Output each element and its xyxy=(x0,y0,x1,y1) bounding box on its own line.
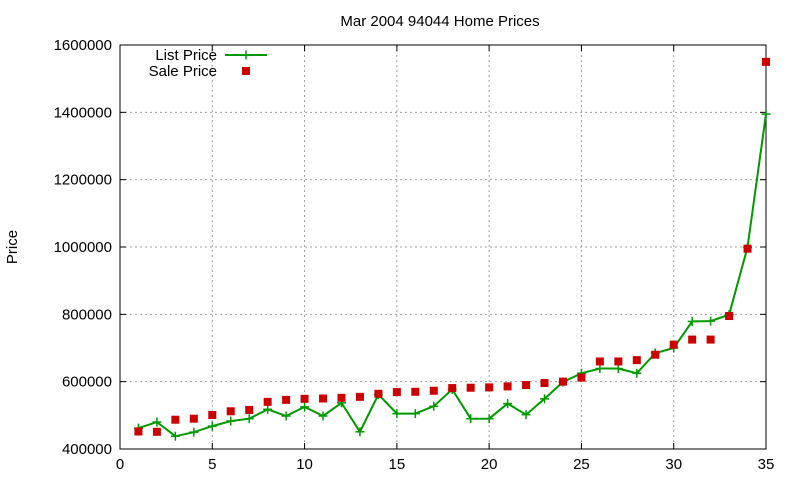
sale-price-point xyxy=(300,394,309,403)
sale-price-point xyxy=(337,393,346,402)
y-axis-label: Price xyxy=(4,230,21,264)
grid-layer xyxy=(120,45,766,449)
legend-square-swatch xyxy=(242,67,250,75)
x-tick-label: 35 xyxy=(758,456,775,473)
list-price-point xyxy=(410,409,420,419)
list-price-point xyxy=(207,421,217,431)
list-price-point xyxy=(761,109,771,119)
sale-price-point xyxy=(226,407,235,416)
sale-price-point xyxy=(485,383,494,392)
y-tick-label: 1400000 xyxy=(54,104,112,121)
list-price-point xyxy=(189,427,199,437)
sale-price-point xyxy=(374,389,383,398)
sale-price-point xyxy=(614,357,623,366)
sale-price-point xyxy=(282,395,291,404)
list-price-point xyxy=(466,414,476,424)
list-price-point xyxy=(503,399,513,409)
sale-price-point xyxy=(355,392,364,401)
sale-price-point xyxy=(540,379,549,388)
sale-price-point xyxy=(595,357,604,366)
y-tick-label: 1200000 xyxy=(54,172,112,189)
sale-price-point xyxy=(448,384,457,393)
x-tick-label: 5 xyxy=(208,456,216,473)
x-tick-label: 15 xyxy=(389,456,406,473)
list-price-point xyxy=(226,416,236,426)
sale-price-point xyxy=(706,335,715,344)
list-price-point xyxy=(632,368,642,378)
sale-price-point xyxy=(762,57,770,66)
y-tick-label: 1600000 xyxy=(54,37,112,54)
x-tick-label: 20 xyxy=(481,456,498,473)
sale-price-point xyxy=(208,410,217,419)
list-price-point xyxy=(281,411,291,421)
sale-price-point xyxy=(688,335,697,344)
sale-price-point xyxy=(134,427,143,436)
list-price-point xyxy=(521,410,531,420)
list-price-point xyxy=(429,401,439,411)
sale-price-point xyxy=(669,340,678,349)
sale-price-point xyxy=(632,356,641,365)
sale-price-point xyxy=(743,244,752,253)
sale-price-point xyxy=(152,427,161,436)
chart-title: Mar 2004 94044 Home Prices xyxy=(340,13,539,30)
list-price-point xyxy=(355,427,365,437)
x-tick-label: 25 xyxy=(573,456,590,473)
y-tick-label: 800000 xyxy=(62,306,112,323)
list-price-point xyxy=(484,414,494,424)
list-price-point xyxy=(392,409,402,419)
sale-price-point xyxy=(503,382,512,391)
list-price-point xyxy=(244,414,254,424)
sale-price-point xyxy=(392,388,401,397)
sale-price-point xyxy=(651,350,660,359)
y-tick-label: 600000 xyxy=(62,374,112,391)
y-tick-label: 400000 xyxy=(62,441,112,458)
sale-price-point xyxy=(725,312,734,321)
sale-price-point xyxy=(466,383,475,392)
sale-price-point xyxy=(522,381,531,390)
sale-price-point xyxy=(577,373,586,382)
sale-price-point xyxy=(189,414,198,423)
sale-price-point xyxy=(245,405,254,414)
list-price-point xyxy=(170,431,180,441)
list-price-point xyxy=(152,417,162,427)
sale-price-point xyxy=(558,377,567,386)
list-price-point xyxy=(613,364,623,374)
legend-plus-swatch xyxy=(241,50,251,60)
sale-price-point xyxy=(429,386,438,395)
y-tick-label: 1000000 xyxy=(54,239,112,256)
sale-price-point xyxy=(411,387,420,396)
list-price-point xyxy=(706,316,716,326)
x-tick-label: 30 xyxy=(665,456,682,473)
sale-price-point xyxy=(319,394,328,403)
list-price-point xyxy=(687,316,697,326)
x-tick-label: 0 xyxy=(116,456,124,473)
legend-label: Sale Price xyxy=(149,63,217,80)
sale-price-point xyxy=(171,415,180,424)
legend-label: List Price xyxy=(155,47,217,64)
list-price-point xyxy=(263,404,273,414)
x-tick-label: 10 xyxy=(296,456,313,473)
axis-layer: 0 5 10 15 20 25 30 35 400000 600000 800000 1000000 1… xyxy=(54,37,775,473)
list-price-point xyxy=(318,411,328,421)
data-layer xyxy=(133,57,771,441)
sale-price-point xyxy=(263,397,272,406)
list-price-point xyxy=(300,402,310,412)
list-price-point xyxy=(595,364,605,374)
list-price-point xyxy=(540,394,550,404)
